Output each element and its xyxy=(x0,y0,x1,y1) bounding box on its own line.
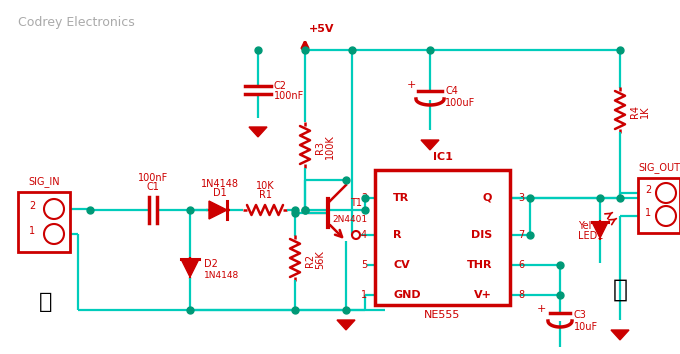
Text: 100nF: 100nF xyxy=(138,173,168,183)
Text: C4: C4 xyxy=(445,86,458,96)
Text: 1N4148: 1N4148 xyxy=(201,179,239,189)
Text: LED1: LED1 xyxy=(578,231,603,241)
Text: Q: Q xyxy=(483,193,492,203)
Text: 100K: 100K xyxy=(325,135,335,159)
Text: 2: 2 xyxy=(29,201,35,211)
Text: SIG_OUT: SIG_OUT xyxy=(638,162,680,173)
Text: GND: GND xyxy=(393,290,421,300)
Text: +5V: +5V xyxy=(309,24,335,34)
Text: 1: 1 xyxy=(29,226,35,236)
Text: NE555: NE555 xyxy=(424,310,460,320)
Text: SIG_IN: SIG_IN xyxy=(28,176,60,187)
Text: 🔔: 🔔 xyxy=(39,292,52,312)
Text: 2: 2 xyxy=(361,193,367,203)
Text: 10uF: 10uF xyxy=(574,322,598,332)
Text: R2: R2 xyxy=(305,253,315,267)
Text: D1: D1 xyxy=(213,188,227,198)
Text: R3: R3 xyxy=(315,141,325,154)
Text: 10K: 10K xyxy=(256,181,274,191)
Text: 56K: 56K xyxy=(315,251,325,269)
Text: C1: C1 xyxy=(147,182,159,192)
Text: 3: 3 xyxy=(518,193,524,203)
Text: DIS: DIS xyxy=(471,230,492,240)
Text: CV: CV xyxy=(393,260,410,270)
Text: Yel: Yel xyxy=(578,221,592,231)
Text: 100uF: 100uF xyxy=(445,98,475,108)
Text: C3: C3 xyxy=(574,310,587,320)
Text: 100nF: 100nF xyxy=(274,91,304,101)
Polygon shape xyxy=(337,320,355,330)
Polygon shape xyxy=(421,140,439,150)
Bar xyxy=(375,170,510,305)
Text: V+: V+ xyxy=(474,290,492,300)
Text: 1: 1 xyxy=(361,290,367,300)
Text: 5: 5 xyxy=(361,260,367,270)
Text: R1: R1 xyxy=(258,190,271,200)
Text: 2N4401: 2N4401 xyxy=(332,215,367,223)
Text: 1: 1 xyxy=(645,208,651,218)
Text: 💡: 💡 xyxy=(613,278,628,302)
Polygon shape xyxy=(611,330,629,340)
Bar xyxy=(18,192,70,252)
Polygon shape xyxy=(209,201,227,219)
Bar xyxy=(638,178,680,233)
Text: T1: T1 xyxy=(350,198,362,208)
Text: +: + xyxy=(407,80,416,90)
Text: IC1: IC1 xyxy=(432,152,452,162)
Text: 1N4148: 1N4148 xyxy=(204,270,239,280)
Text: 2: 2 xyxy=(645,185,651,195)
Polygon shape xyxy=(181,259,199,277)
Text: THR: THR xyxy=(466,260,492,270)
Text: +: + xyxy=(537,304,546,314)
Text: R: R xyxy=(393,230,401,240)
Text: Codrey Electronics: Codrey Electronics xyxy=(18,16,135,29)
Text: R4: R4 xyxy=(630,105,640,119)
Text: 8: 8 xyxy=(518,290,524,300)
Text: 7: 7 xyxy=(518,230,524,240)
Text: D2: D2 xyxy=(204,259,218,269)
Text: C2: C2 xyxy=(274,81,287,91)
Text: 1K: 1K xyxy=(640,106,650,118)
Polygon shape xyxy=(249,127,267,137)
Polygon shape xyxy=(592,222,608,238)
Text: 6: 6 xyxy=(518,260,524,270)
Text: TR: TR xyxy=(393,193,409,203)
Text: 4: 4 xyxy=(361,230,367,240)
